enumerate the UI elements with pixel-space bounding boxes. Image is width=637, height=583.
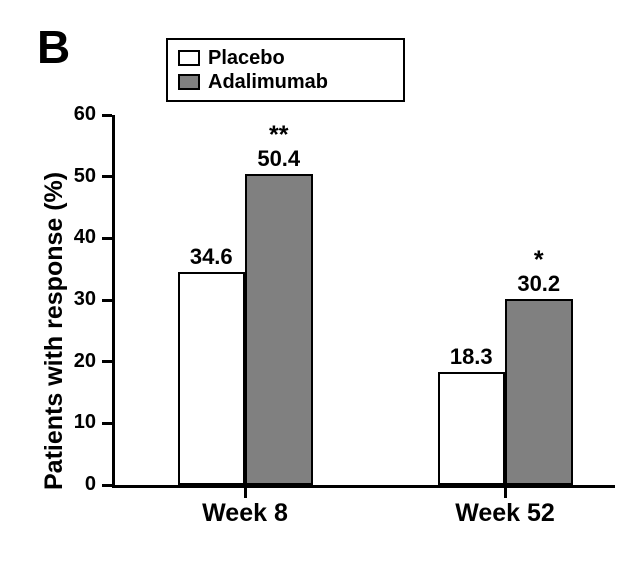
legend: Placebo Adalimumab [166,38,405,102]
y-tick [102,299,112,302]
y-tick-label: 10 [62,411,96,434]
bar-adalimumab [505,299,573,485]
y-tick [102,484,112,487]
legend-label-adalimumab: Adalimumab [208,70,328,94]
y-tick-label: 60 [62,103,96,126]
y-tick [102,175,112,178]
x-group-label: Week 52 [455,499,555,528]
legend-label-placebo: Placebo [208,46,285,70]
bar-value-label: 18.3 [450,344,493,370]
chart-panel: B Placebo Adalimumab Patients with respo… [0,0,637,583]
y-tick-label: 30 [62,288,96,311]
x-axis-line [112,485,615,488]
bar-placebo [178,272,246,485]
y-tick [102,422,112,425]
significance-marker: ** [269,121,288,150]
y-tick [102,360,112,363]
legend-swatch-placebo [178,50,200,66]
legend-item-placebo: Placebo [178,46,393,70]
y-axis-line [112,115,115,488]
y-tick-label: 40 [62,226,96,249]
y-tick-label: 20 [62,350,96,373]
bar-value-label: 34.6 [190,244,233,270]
x-group-label: Week 8 [202,499,288,528]
y-axis-label: Patients with response (%) [40,172,69,490]
x-tick [504,488,507,498]
bar-placebo [438,372,506,485]
y-tick-label: 50 [62,165,96,188]
panel-letter: B [37,20,70,74]
significance-marker: * [534,246,544,275]
y-tick-label: 0 [62,473,96,496]
legend-item-adalimumab: Adalimumab [178,70,393,94]
legend-swatch-adalimumab [178,74,200,90]
x-tick [244,488,247,498]
y-tick [102,237,112,240]
bar-adalimumab [245,174,313,485]
y-tick [102,114,112,117]
